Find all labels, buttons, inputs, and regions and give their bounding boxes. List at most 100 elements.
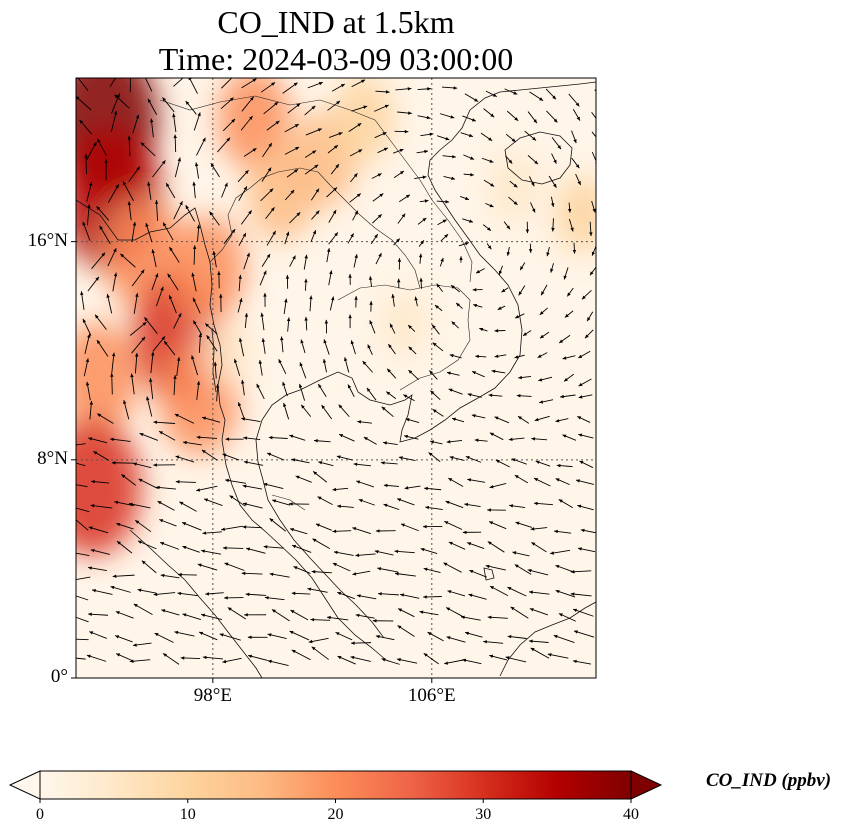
wind-arrow — [304, 164, 319, 175]
wind-arrow — [427, 631, 444, 642]
wind-arrow — [289, 255, 296, 267]
wind-arrow — [578, 350, 591, 359]
wind-arrow — [428, 452, 441, 463]
wind-arrow — [285, 275, 290, 289]
wind-arrow — [115, 611, 134, 619]
wind-arrow — [462, 218, 474, 223]
wind-arrow — [505, 133, 516, 143]
wind-arrow — [88, 612, 109, 616]
wind-arrow — [94, 314, 107, 330]
wind-arrow — [303, 254, 308, 270]
wind-arrow — [510, 606, 529, 619]
wind-arrow — [213, 361, 218, 379]
wind-arrow — [464, 93, 479, 102]
wind-arrow — [147, 98, 158, 115]
wind-arrow — [193, 112, 201, 131]
wind-arrow — [383, 441, 398, 446]
wind-arrow — [430, 390, 441, 401]
wind-arrow — [579, 460, 594, 468]
wind-arrow — [369, 320, 376, 334]
wind-arrow — [286, 168, 299, 178]
wind-arrow — [489, 482, 507, 489]
wind-arrow — [112, 272, 118, 292]
co-hotspot — [555, 176, 596, 253]
wind-arrow — [93, 450, 110, 461]
wind-arrow — [185, 100, 197, 115]
wind-arrow — [217, 271, 221, 289]
wind-arrow — [261, 167, 272, 182]
wind-arrow — [111, 461, 134, 465]
wind-arrow — [563, 267, 569, 280]
wind-arrow — [326, 615, 349, 621]
wind-arrow — [82, 318, 92, 336]
lon-label: 98°E — [193, 685, 232, 706]
wind-arrow — [553, 634, 575, 643]
wind-arrow — [86, 654, 107, 662]
map-title: CO_IND at 1.5km — [217, 4, 455, 40]
wind-arrow — [335, 631, 353, 641]
wind-arrow — [405, 418, 420, 424]
wind-arrow — [372, 619, 394, 623]
wind-arrow — [515, 521, 532, 528]
wind-arrow — [392, 148, 404, 154]
wind-arrow — [215, 384, 220, 402]
wind-arrow — [310, 188, 320, 201]
border-malaysia — [271, 494, 306, 511]
wind-arrow — [315, 523, 332, 531]
wind-arrow — [144, 78, 153, 92]
wind-arrow — [464, 502, 481, 507]
wind-arrow — [331, 83, 346, 92]
wind-arrow — [468, 593, 487, 600]
wind-arrow — [531, 437, 548, 441]
wind-arrow — [564, 310, 574, 318]
wind-arrow — [571, 130, 577, 144]
wind-arrow — [577, 504, 594, 511]
wind-arrow — [462, 658, 482, 665]
wind-arrow — [329, 296, 335, 311]
wind-arrow — [591, 244, 596, 256]
wind-arrow — [494, 329, 506, 333]
wind-arrow — [110, 585, 131, 593]
wind-arrow — [76, 95, 92, 111]
wind-arrow — [168, 295, 177, 314]
wind-arrow — [475, 268, 485, 274]
wind-arrow — [417, 217, 427, 225]
wind-arrow — [265, 207, 275, 220]
wind-arrow — [203, 498, 223, 507]
wind-arrow — [332, 487, 349, 492]
wind-arrow — [350, 641, 372, 645]
wind-arrow — [351, 105, 368, 112]
wind-arrow — [175, 455, 195, 463]
wind-arrow — [396, 498, 415, 506]
wind-arrow — [514, 354, 525, 359]
wind-arrow — [516, 394, 532, 398]
wind-arrow — [229, 495, 246, 507]
wind-arrow — [191, 272, 197, 292]
wind-arrow — [337, 655, 356, 665]
wind-arrow — [201, 613, 223, 620]
wind-arrow — [436, 135, 450, 141]
wind-arrow — [91, 589, 113, 595]
wind-arrow — [85, 381, 91, 401]
wind-arrow — [201, 416, 221, 423]
wind-arrow — [416, 149, 429, 154]
wind-arrow — [420, 132, 434, 137]
wind-arrow — [314, 439, 331, 443]
wind-arrow — [76, 507, 90, 513]
wind-arrow — [201, 549, 222, 555]
wind-arrow — [389, 323, 396, 334]
wind-arrow — [487, 615, 508, 620]
colorbar-tick-label: 20 — [327, 806, 344, 823]
wind-arrow — [394, 129, 409, 134]
wind-arrow — [323, 339, 330, 355]
wind-arrow — [440, 233, 449, 242]
map-subtitle-time: Time: 2024-03-09 03:00:00 — [158, 41, 514, 77]
wind-arrow — [243, 460, 264, 466]
wind-arrow — [568, 218, 574, 232]
wind-arrow — [355, 613, 375, 619]
wind-arrow — [278, 359, 287, 375]
wind-arrow — [261, 338, 266, 354]
wind-arrow — [202, 655, 223, 660]
wind-arrow — [356, 594, 377, 600]
